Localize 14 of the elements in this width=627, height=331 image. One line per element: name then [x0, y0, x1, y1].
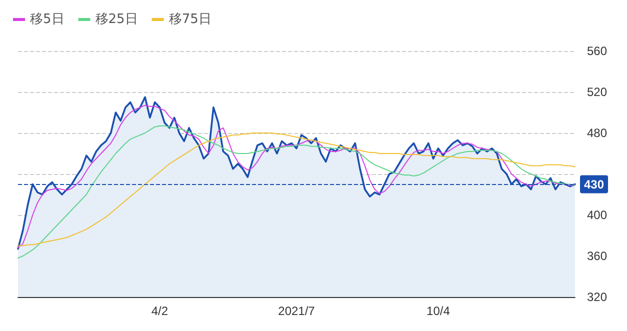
y-tick-label: 520 — [587, 85, 608, 99]
y-tick-label: 560 — [587, 44, 608, 58]
x-tick-label: 2021/7 — [278, 304, 316, 318]
line-series — [18, 104, 576, 248]
ref-line-label: 430 — [584, 177, 604, 192]
y-tick-label: 320 — [587, 290, 608, 304]
x-tick-label: 4/2 — [151, 304, 168, 318]
legend-label: 移5日 — [30, 12, 64, 27]
y-tick-label: 480 — [587, 126, 608, 140]
y-tick-label: 360 — [587, 249, 608, 263]
legend-label: 移25日 — [95, 12, 138, 27]
legend-label: 移75日 — [168, 12, 212, 27]
y-tick-label: 400 — [587, 208, 608, 222]
x-tick-label: 10/4 — [426, 304, 450, 318]
